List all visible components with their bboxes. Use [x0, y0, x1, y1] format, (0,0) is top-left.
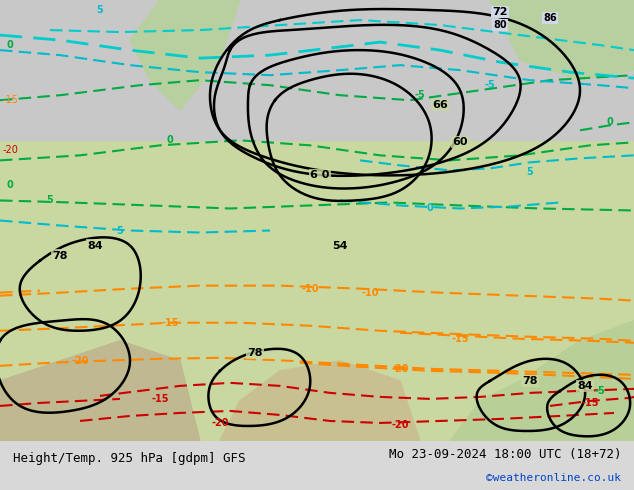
Text: 60: 60 — [452, 137, 468, 147]
Text: -20: -20 — [391, 364, 409, 374]
Text: ©weatheronline.co.uk: ©weatheronline.co.uk — [486, 473, 621, 483]
Text: 78: 78 — [522, 376, 538, 386]
Text: -20: -20 — [211, 418, 229, 428]
Text: 80: 80 — [493, 20, 507, 30]
Text: 5: 5 — [96, 5, 103, 15]
Text: 72: 72 — [492, 7, 508, 17]
Text: 84: 84 — [87, 241, 103, 250]
Text: -20: -20 — [71, 356, 89, 366]
Text: 66: 66 — [432, 100, 448, 110]
Text: -20: -20 — [391, 420, 409, 430]
Text: 5: 5 — [527, 168, 533, 177]
Text: Mo 23-09-2024 18:00 UTC (18+72): Mo 23-09-2024 18:00 UTC (18+72) — [389, 448, 621, 461]
Text: -15: -15 — [581, 398, 598, 408]
Polygon shape — [130, 0, 240, 110]
Text: 5: 5 — [47, 196, 53, 205]
Text: -10: -10 — [301, 284, 319, 294]
Text: 6 0: 6 0 — [310, 171, 330, 180]
Polygon shape — [220, 361, 420, 441]
Text: Height/Temp. 925 hPa [gdpm] GFS: Height/Temp. 925 hPa [gdpm] GFS — [13, 452, 245, 465]
Text: 78: 78 — [247, 348, 262, 358]
Text: 0: 0 — [6, 40, 13, 50]
Polygon shape — [450, 321, 634, 441]
Text: 54: 54 — [332, 241, 348, 250]
Text: 72: 72 — [492, 7, 508, 17]
Text: 0: 0 — [6, 180, 13, 191]
Text: 0: 0 — [167, 135, 173, 146]
Text: -10: -10 — [361, 288, 378, 297]
Polygon shape — [0, 0, 634, 140]
Text: -5: -5 — [415, 90, 425, 100]
Text: 78: 78 — [52, 250, 68, 261]
Text: 0: 0 — [427, 203, 434, 214]
Text: -15: -15 — [451, 334, 469, 344]
Text: 0: 0 — [607, 117, 613, 127]
Text: -20: -20 — [2, 146, 18, 155]
Polygon shape — [490, 0, 634, 80]
Text: 86: 86 — [543, 13, 557, 23]
Text: 84: 84 — [577, 381, 593, 391]
Text: -15: -15 — [161, 318, 179, 328]
Text: -5: -5 — [595, 386, 605, 396]
Text: -15: -15 — [152, 394, 169, 404]
Text: -5: -5 — [484, 80, 495, 90]
Text: 5: 5 — [117, 225, 124, 236]
Polygon shape — [0, 341, 200, 441]
Text: -15: -15 — [2, 95, 18, 105]
